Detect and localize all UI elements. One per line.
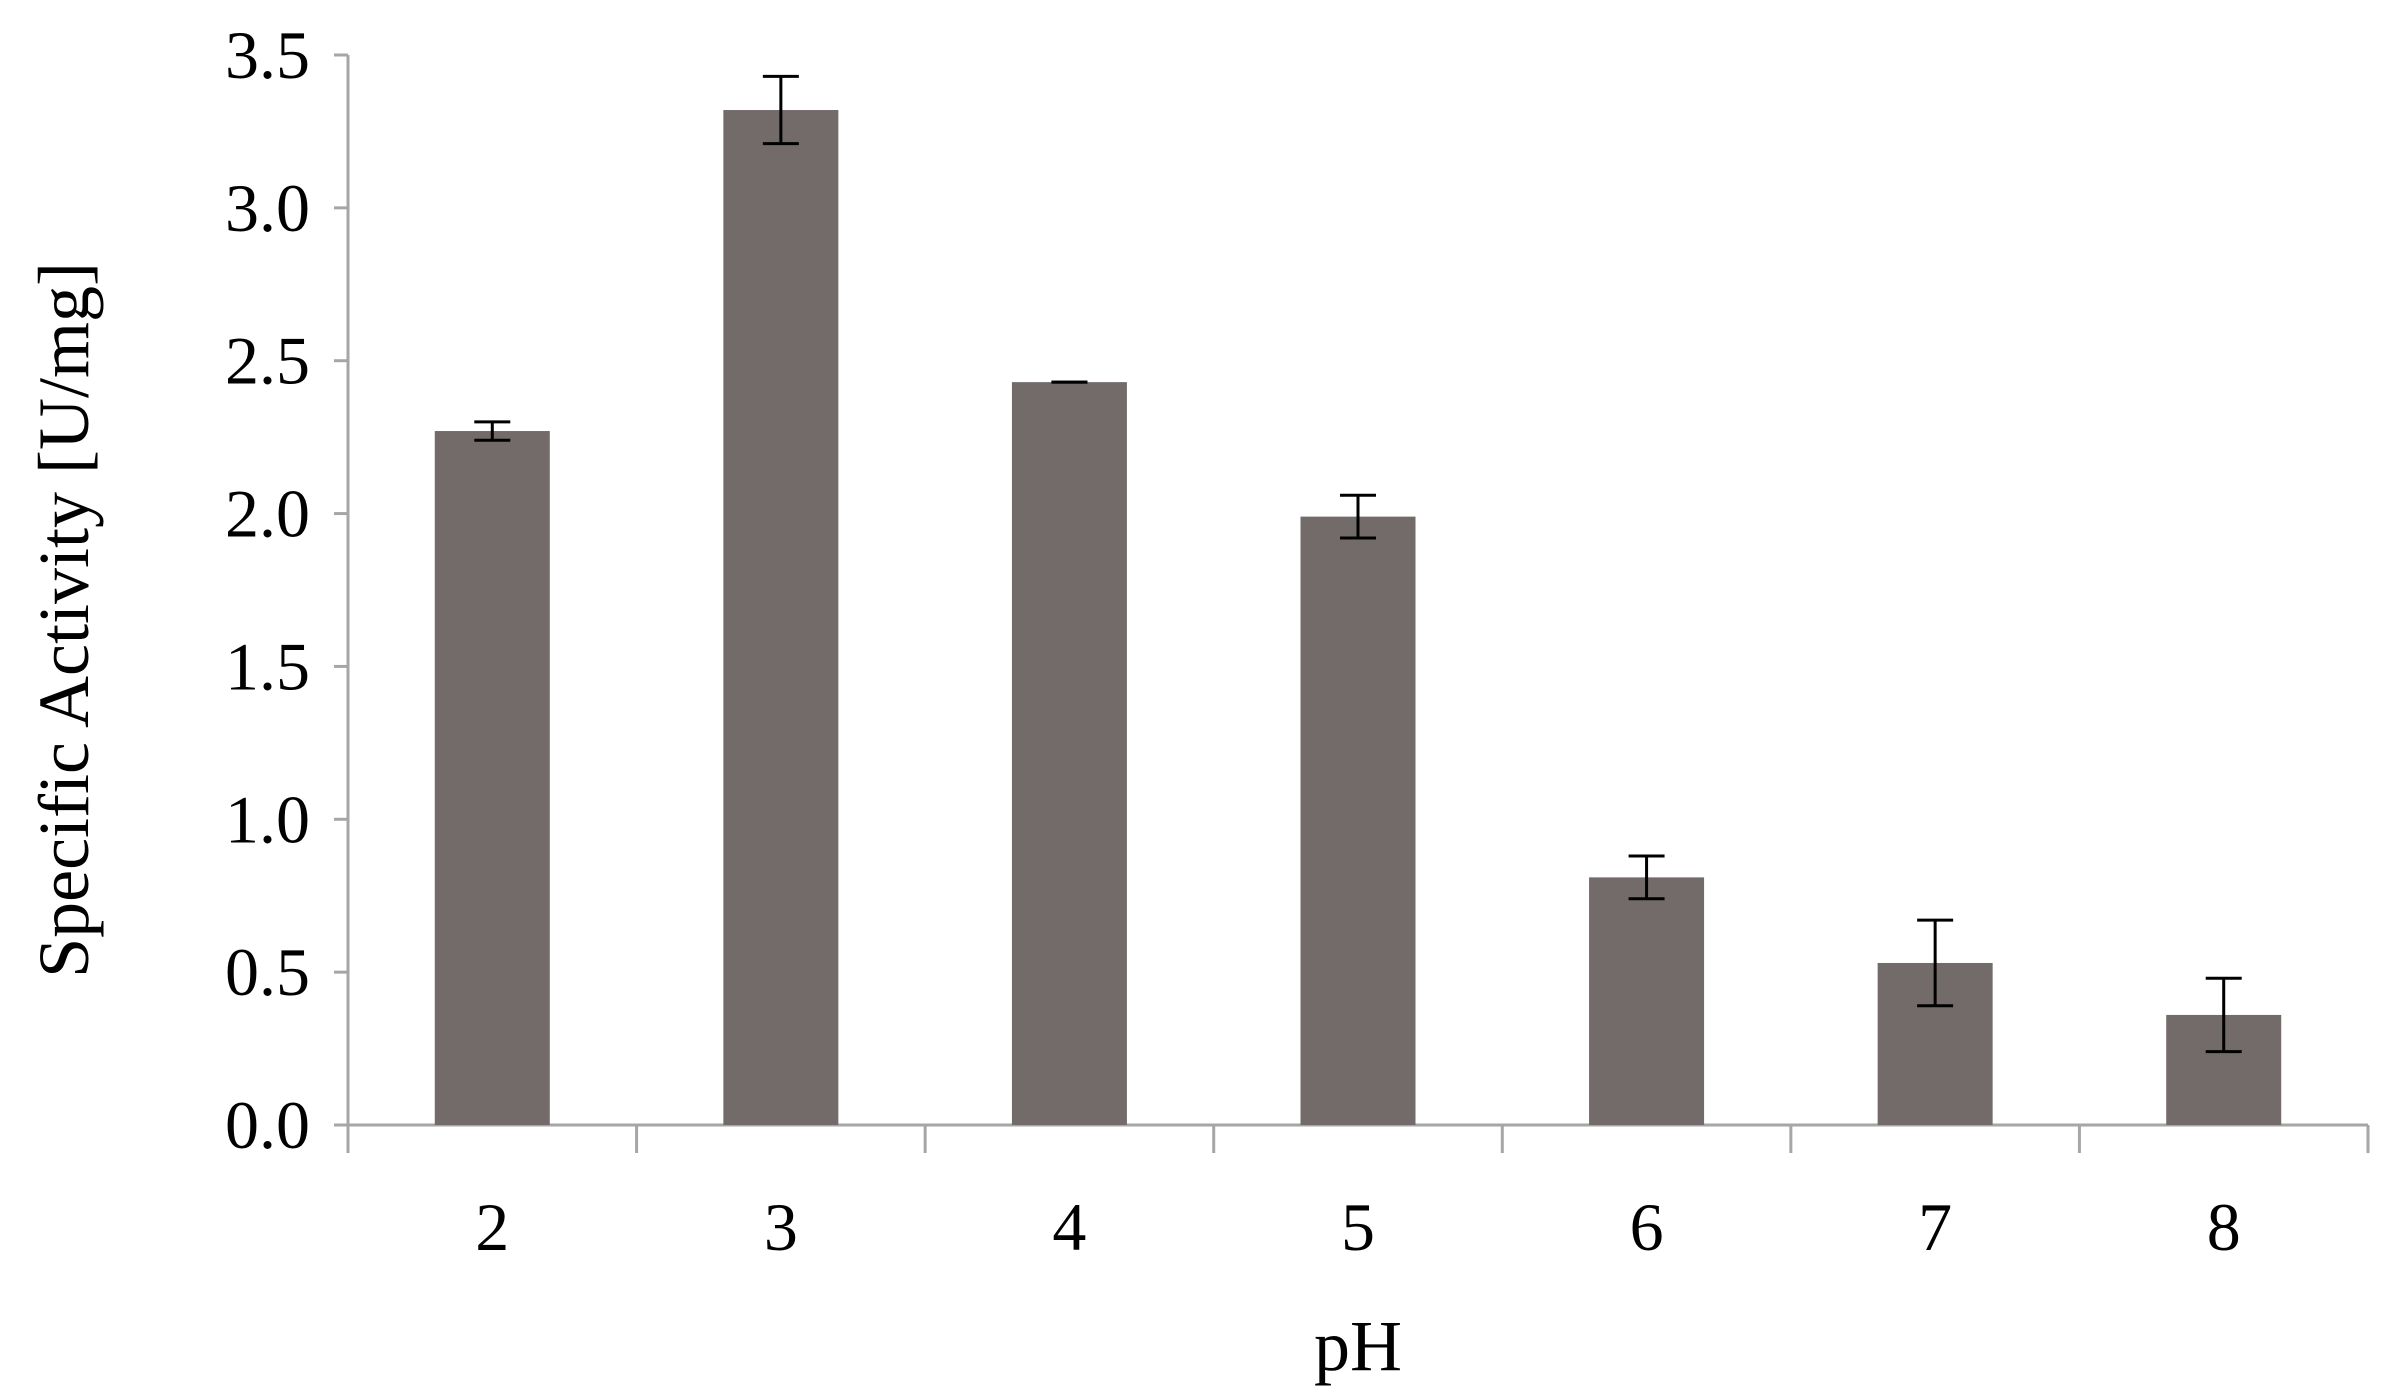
y-tick-label: 0.5: [225, 934, 310, 1010]
y-tick-label: 2.0: [225, 476, 310, 552]
y-tick-label: 1.0: [225, 781, 310, 857]
x-axis-title: pH: [1314, 1306, 1402, 1386]
y-axis: [334, 53, 350, 1127]
bar: [1011, 382, 1127, 1126]
y-tick-label: 3.5: [225, 17, 310, 93]
y-axis-title: Specific Activity [U/mg]: [24, 262, 104, 978]
y-tick-label: 3.0: [225, 170, 310, 246]
x-tick-label: 6: [1630, 1189, 1664, 1265]
x-tick-label: 8: [2207, 1189, 2241, 1265]
y-tick-labels: 0.0 0.5 1.0 1.5 2.0 2.5 3.0 3.5: [225, 17, 310, 1163]
bar: [434, 431, 550, 1125]
bar: [1589, 877, 1705, 1125]
x-axis: [346, 1123, 2370, 1153]
x-tick-labels: 2 3 4 5 6 7 8: [475, 1189, 2240, 1265]
x-tick-label: 4: [1052, 1189, 1086, 1265]
x-tick-label: 2: [475, 1189, 509, 1265]
x-tick-label: 5: [1341, 1189, 1375, 1265]
y-tick-label: 0.0: [225, 1087, 310, 1163]
bar: [1300, 516, 1416, 1125]
error-bars: [474, 74, 2242, 1054]
bar: [723, 110, 839, 1126]
y-tick-label: 2.5: [225, 323, 310, 399]
x-tick-label: 3: [764, 1189, 798, 1265]
y-tick-label: 1.5: [225, 628, 310, 704]
bars: [434, 110, 2282, 1126]
x-tick-label: 7: [1918, 1189, 1952, 1265]
